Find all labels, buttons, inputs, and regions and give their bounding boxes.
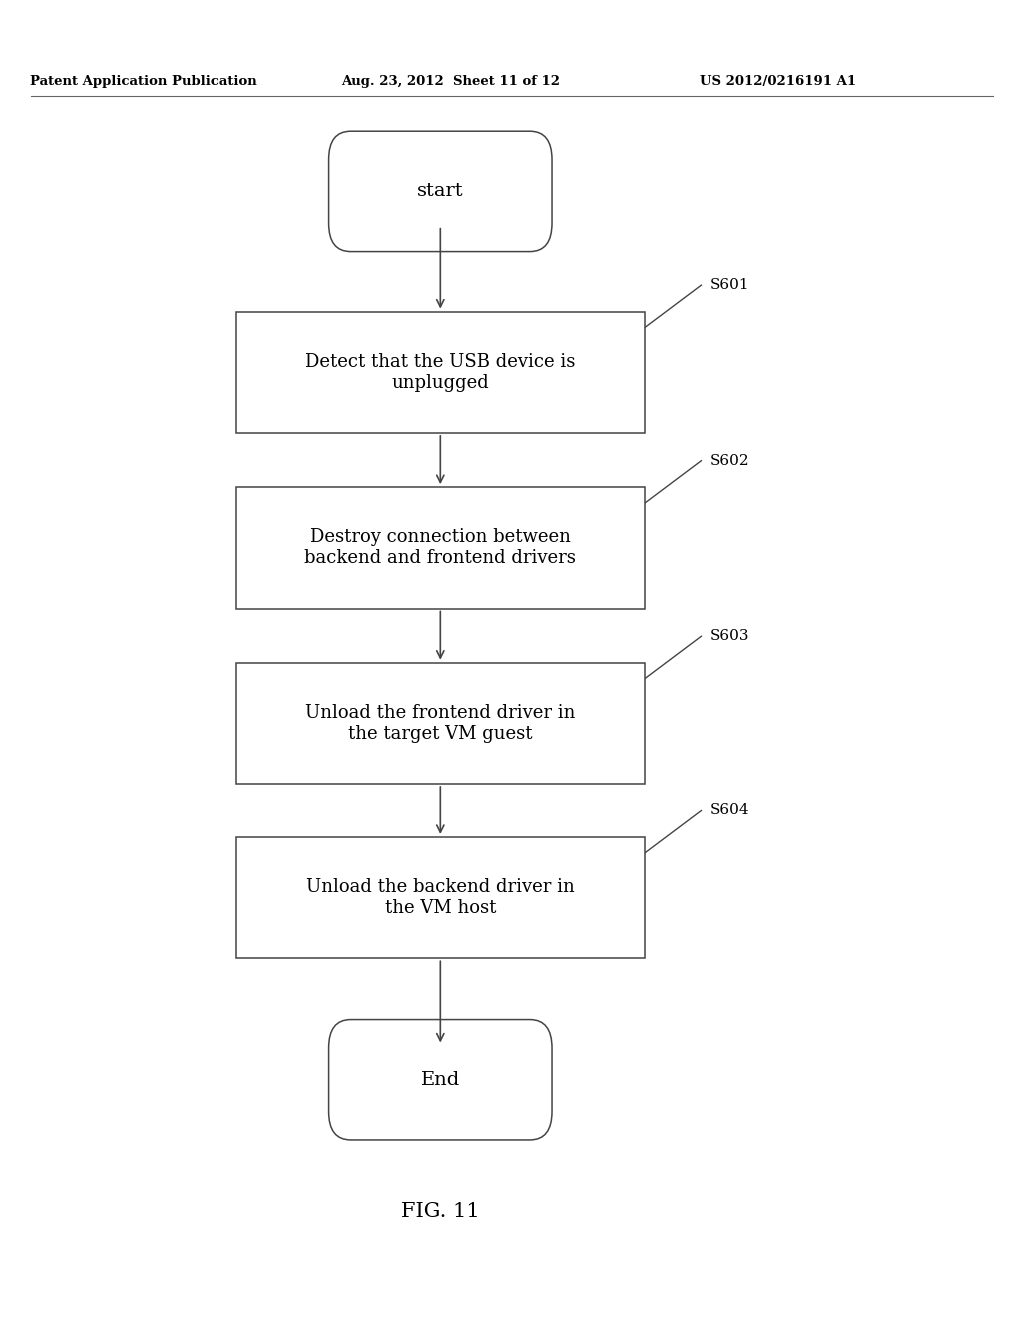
Text: S602: S602 [710, 454, 750, 467]
Text: Patent Application Publication: Patent Application Publication [30, 75, 257, 88]
Text: FIG. 11: FIG. 11 [401, 1203, 479, 1221]
Text: start: start [417, 182, 464, 201]
FancyBboxPatch shape [329, 1019, 552, 1140]
FancyBboxPatch shape [329, 131, 552, 252]
Text: S603: S603 [710, 630, 750, 643]
Text: S604: S604 [710, 804, 750, 817]
Bar [236, 837, 645, 958]
Text: Destroy connection between
backend and frontend drivers: Destroy connection between backend and f… [304, 528, 577, 568]
Text: Detect that the USB device is
unplugged: Detect that the USB device is unplugged [305, 352, 575, 392]
Text: Unload the backend driver in
the VM host: Unload the backend driver in the VM host [306, 878, 574, 917]
Text: Unload the frontend driver in
the target VM guest: Unload the frontend driver in the target… [305, 704, 575, 743]
Text: Aug. 23, 2012  Sheet 11 of 12: Aug. 23, 2012 Sheet 11 of 12 [341, 75, 560, 88]
Bar [236, 487, 645, 609]
Bar [236, 663, 645, 784]
Text: End: End [421, 1071, 460, 1089]
Bar [236, 312, 645, 433]
Text: S601: S601 [710, 279, 750, 292]
Text: US 2012/0216191 A1: US 2012/0216191 A1 [700, 75, 856, 88]
